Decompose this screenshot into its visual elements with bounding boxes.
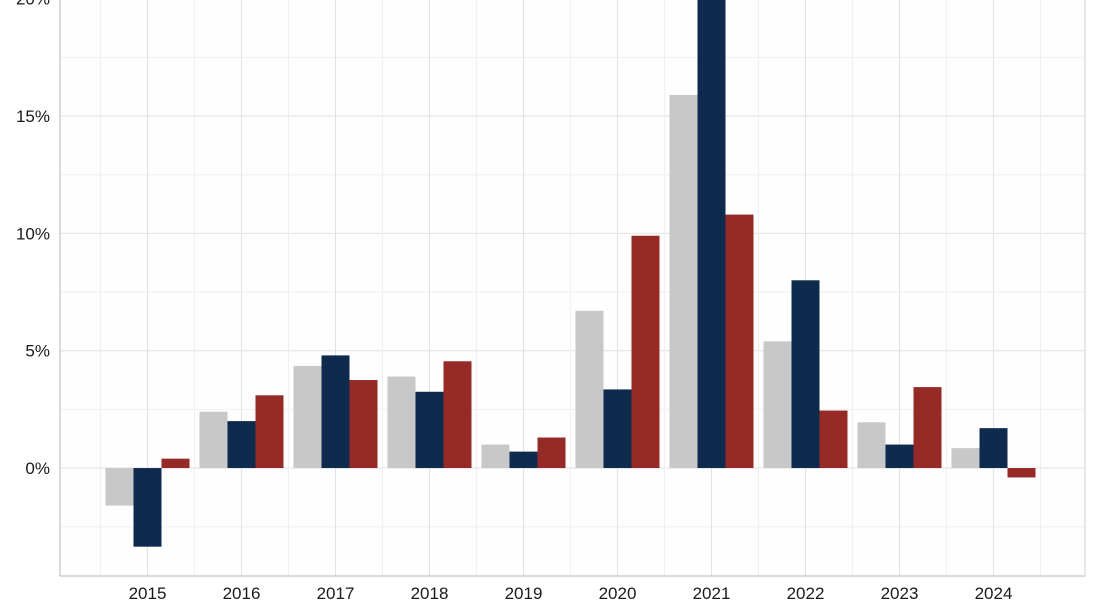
bars-layer [105, 0, 1036, 547]
bar-2023-s3 [913, 387, 942, 469]
bar-2018-s2 [415, 391, 444, 469]
x-tick-label: 2016 [223, 584, 261, 600]
x-tick-label: 2019 [505, 584, 543, 600]
tick-labels-layer: 0% 5% 10% 15% 20% 2015 2016 2017 2018 2019 2020 202… [16, 0, 1013, 603]
bar-2015-s3 [161, 458, 190, 469]
bar-2019-s1 [481, 444, 510, 469]
bar-2018-s1 [387, 376, 416, 469]
x-tick-label: 2024 [975, 584, 1013, 600]
x-tick-label: 2018 [411, 584, 449, 600]
bar-2015-s1 [105, 468, 134, 506]
x-tick-label: 2017 [317, 584, 355, 600]
bar-2016-s1 [199, 411, 228, 469]
bar-2020-s3 [631, 235, 660, 469]
bar-2016-s3 [255, 395, 284, 469]
bar-2017-s2 [321, 355, 350, 469]
bar-2024-s3 [1007, 468, 1036, 478]
bar-2015-s2 [133, 468, 162, 547]
bar-2016-s2 [227, 421, 256, 469]
bar-2024-s2 [979, 428, 1008, 469]
grid-layer [60, 0, 1085, 576]
bar-2019-s3 [537, 437, 566, 469]
y-tick-label: 20% [16, 0, 50, 9]
y-tick-label: 5% [25, 342, 50, 361]
bar-2021-s1 [669, 94, 698, 469]
axes-layer [59, 0, 1086, 577]
bar-2023-s2 [885, 444, 914, 469]
x-tick-label: 2015 [129, 584, 167, 600]
bar-2017-s3 [349, 380, 378, 469]
x-tick-label: 2022 [787, 584, 825, 600]
bar-2020-s1 [575, 310, 604, 469]
bar-2022-s2 [791, 280, 820, 469]
y-tick-label: 10% [16, 224, 50, 243]
bar-2024-s1 [951, 448, 980, 469]
x-tick-label: 2020 [599, 584, 637, 600]
bar-2017-s1 [293, 365, 322, 469]
bar-2022-s1 [763, 341, 792, 469]
bar-2019-s2 [509, 451, 538, 469]
y-tick-label: 15% [16, 107, 50, 126]
y-tick-label: 0% [25, 459, 50, 478]
bar-2020-s2 [603, 389, 632, 469]
bar-2021-s2 [697, 0, 726, 469]
bar-2022-s3 [819, 410, 848, 469]
bar-2018-s3 [443, 361, 472, 469]
plot-area [60, 0, 1085, 576]
bar-2021-s3 [725, 214, 754, 469]
bar-2023-s1 [857, 422, 886, 469]
x-tick-label: 2023 [881, 584, 919, 600]
x-tick-label: 2021 [693, 584, 731, 600]
